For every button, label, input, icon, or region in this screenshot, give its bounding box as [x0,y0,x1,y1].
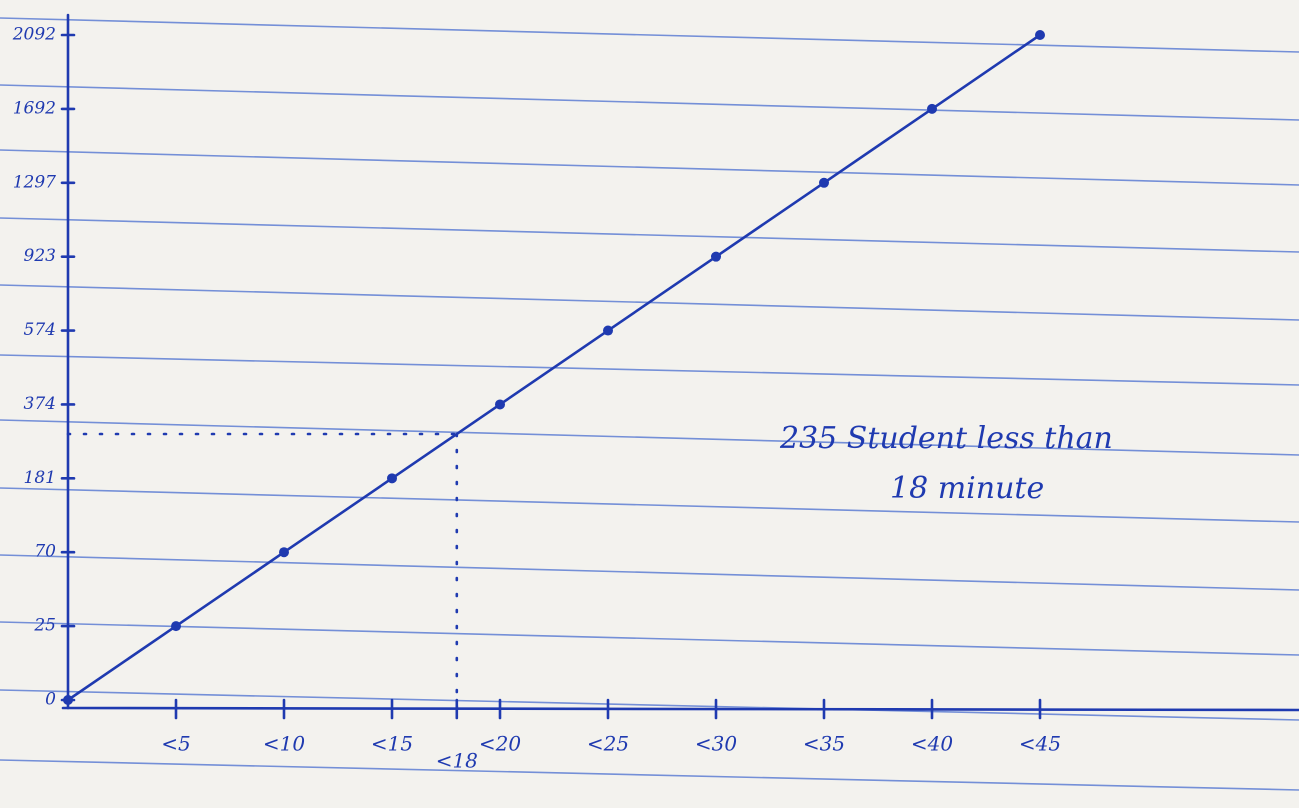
data-point [1035,30,1045,40]
data-point [171,621,181,631]
data-point [819,178,829,188]
y-tick-label: 1297 [13,172,56,192]
x-tick-label: <10 [263,732,305,756]
x-tick-label: <25 [587,732,629,756]
data-point [711,252,721,262]
data-point [603,326,613,336]
x-tick-label: <45 [1019,732,1061,756]
annotation: 18 minute [890,471,1044,506]
annotation: 235 Student less than [779,421,1113,456]
ogive-line [68,35,1040,700]
x-axis [63,708,1299,710]
data-point [279,547,289,557]
x-tick-label: <35 [803,732,845,756]
y-tick-label: 181 [24,468,56,488]
y-tick-label: 0 [45,690,56,710]
y-tick-label: 574 [24,320,56,340]
data-point [495,399,505,409]
x-tick-label: <40 [911,732,953,756]
x-tick-label: <15 [371,732,413,756]
y-tick-label: 2092 [12,25,56,45]
notebook-rules [0,18,1299,790]
x-tick-label: <18 [436,749,478,773]
data-point [63,695,73,705]
y-tick-label: 923 [24,246,56,266]
x-tick-label: <5 [161,732,190,756]
data-point [387,473,397,483]
chart: 235 Student less than 18 minute 0 25 70 181… [0,0,1299,808]
y-tick-label: 25 [33,616,56,636]
x-tick-label: <20 [479,732,521,756]
y-tick-label: 1692 [13,98,56,118]
data-point [927,104,937,114]
x-tick-label: <30 [695,732,737,756]
y-tick-label: 70 [34,542,56,562]
y-tick-label: 374 [24,394,56,414]
